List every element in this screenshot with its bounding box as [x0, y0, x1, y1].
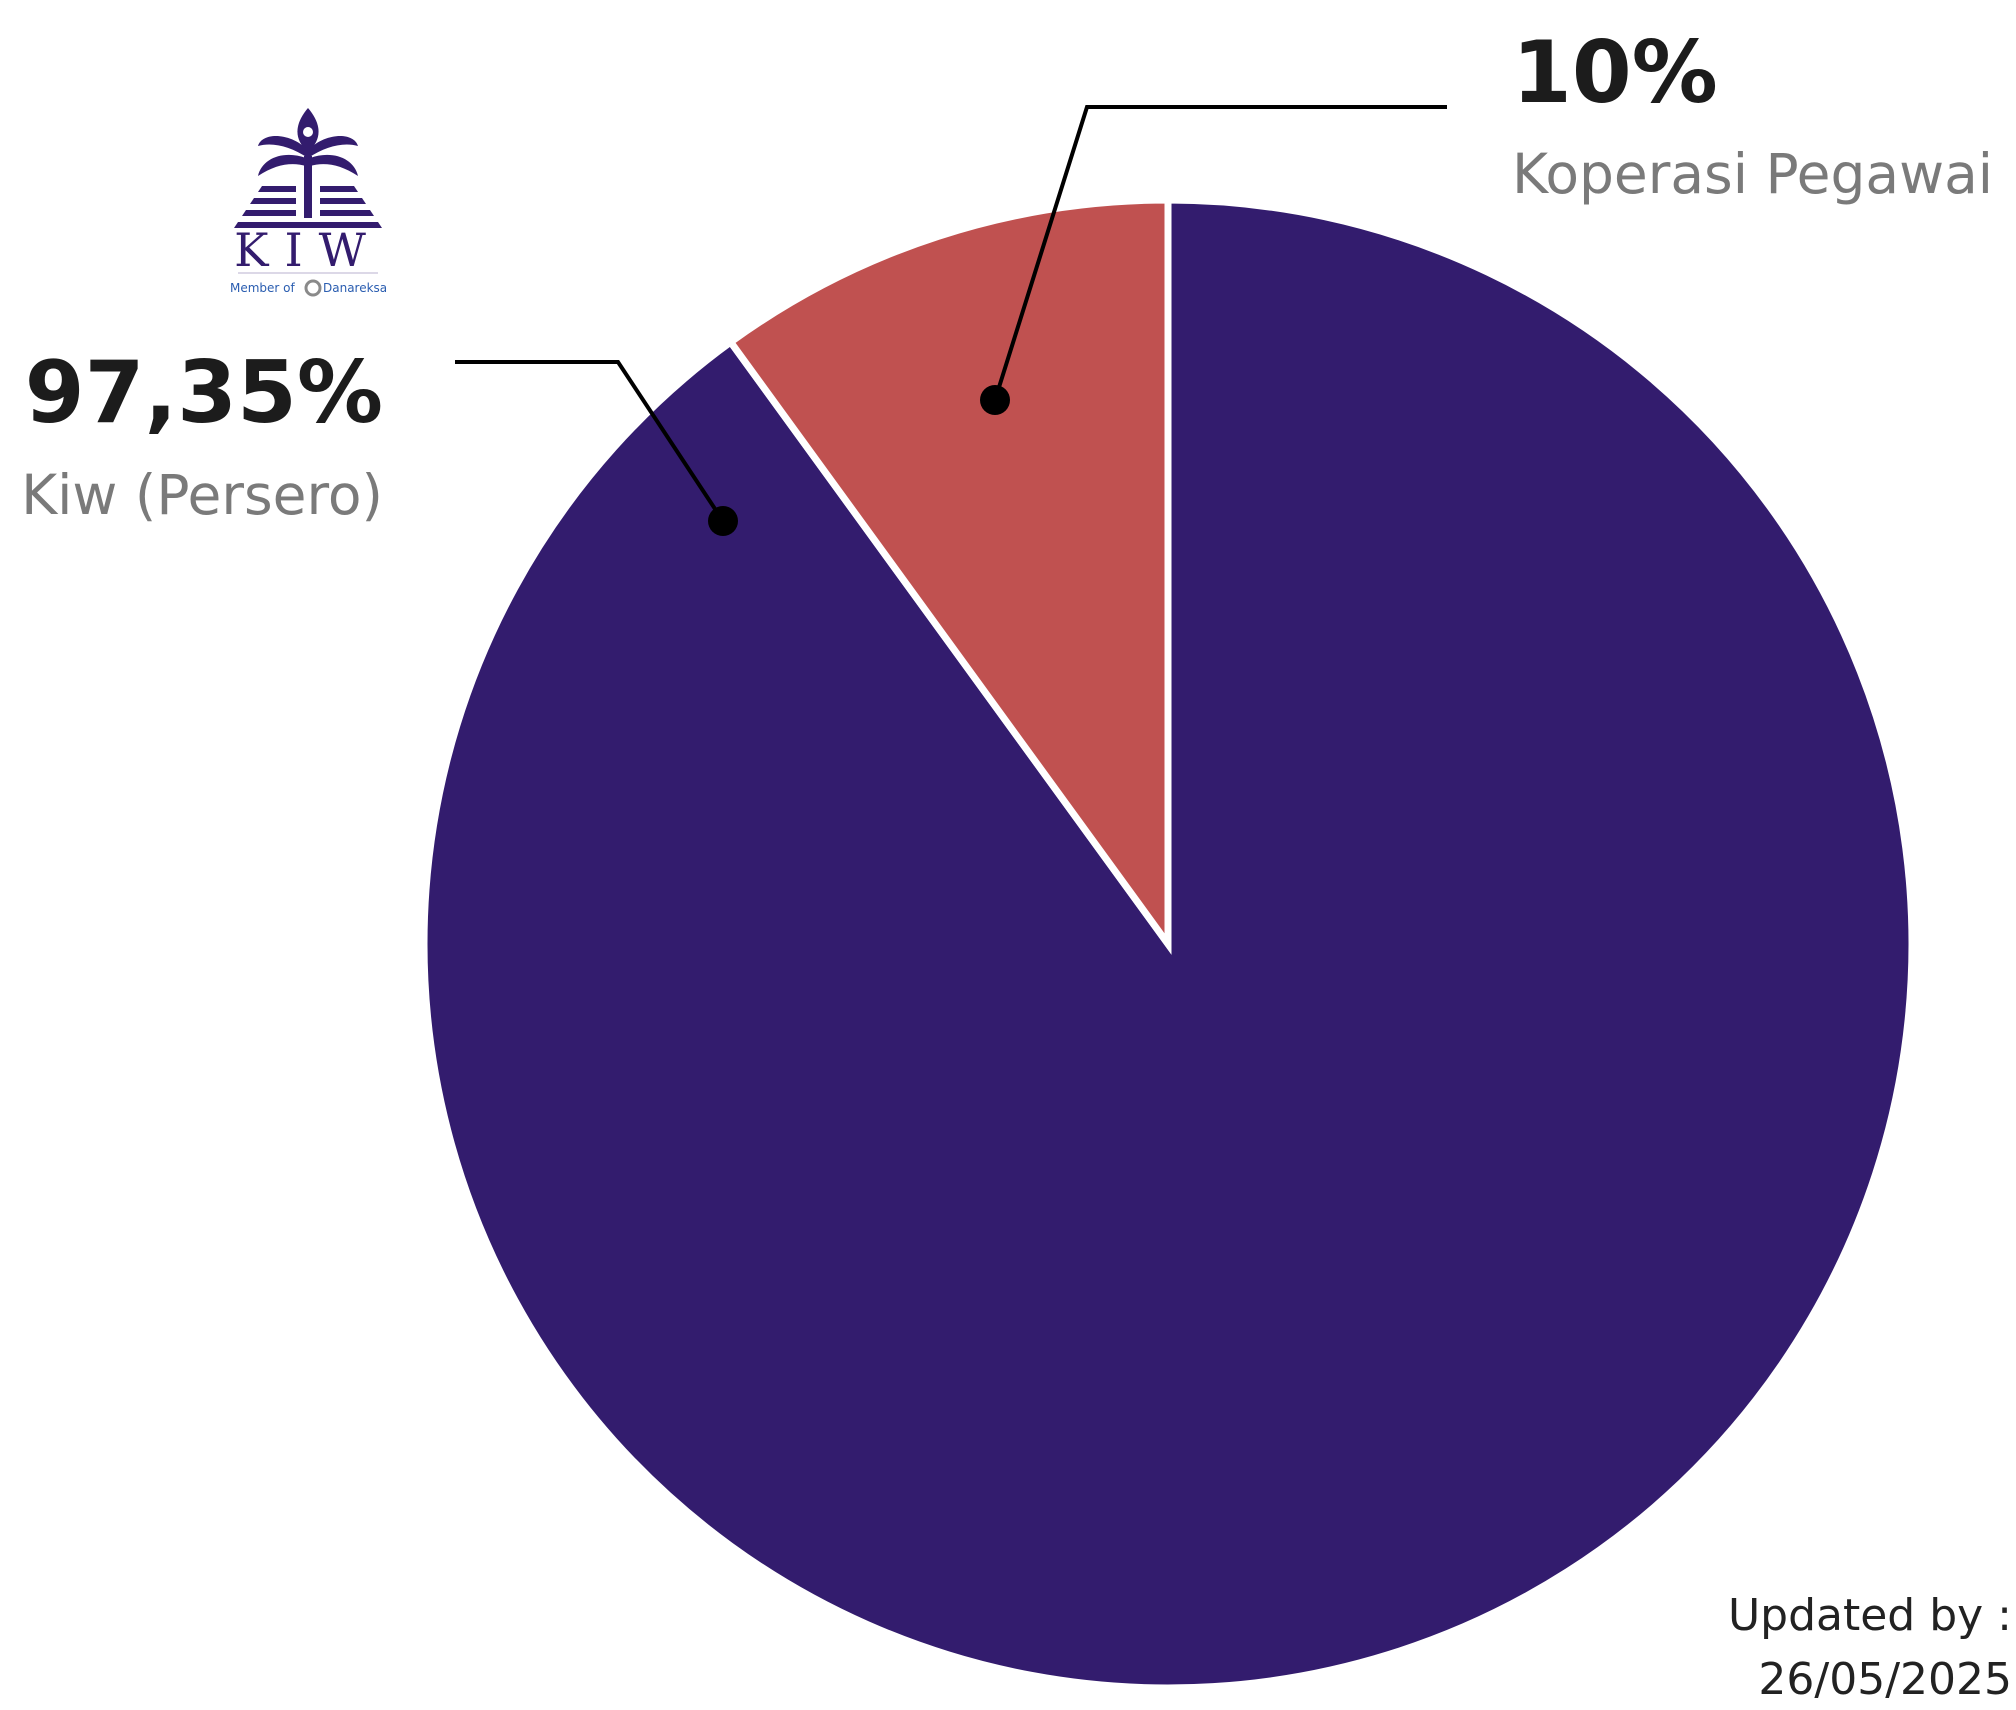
pie-slices: [420, 196, 1916, 1692]
logo-wordmark: KIW: [234, 223, 382, 277]
kiw-logo: KIW Member of Danareksa: [230, 108, 387, 297]
slice-value-koperasi: 10%: [1512, 23, 1718, 123]
slice-value-kiw: 97,35%: [25, 343, 383, 443]
leader-dot-kiw: [708, 506, 738, 536]
updated-by-label: Updated by :: [1728, 1590, 2012, 1641]
slice-label-kiw: Kiw (Persero): [21, 463, 383, 527]
danareksa-mark-icon: [304, 279, 322, 297]
updated-date: 26/05/2025: [1758, 1654, 2012, 1705]
logo-partner: Danareksa: [323, 281, 387, 295]
leader-dot-koperasi: [980, 385, 1010, 415]
pie-slice-koperasi-pegawai: [725, 196, 1172, 955]
logo-emblem-icon: [234, 108, 382, 228]
leader-line-kiw: [455, 360, 725, 523]
leader-line-koperasi: [993, 105, 1447, 401]
slice-label-koperasi: Koperasi Pegawai: [1512, 142, 1993, 206]
logo-tagline: Member of: [230, 281, 296, 295]
